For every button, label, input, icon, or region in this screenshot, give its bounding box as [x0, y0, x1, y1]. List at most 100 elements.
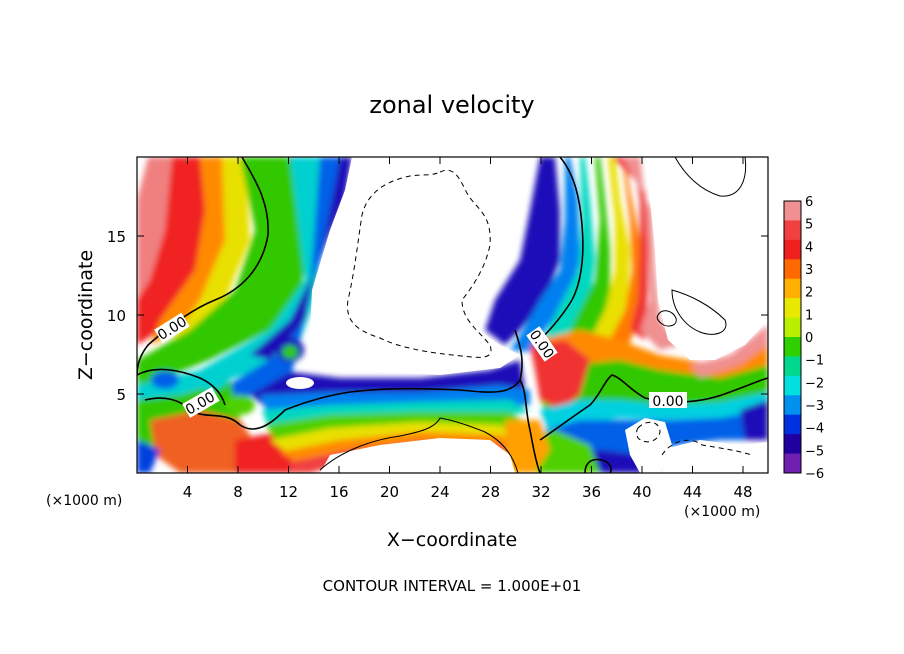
x-tick-label: 32	[531, 483, 550, 501]
x-tick-label: 16	[329, 483, 348, 501]
x-axis-ticks	[187, 157, 744, 473]
contour-thin-lower	[319, 417, 519, 473]
field-white-bottom	[320, 438, 515, 473]
field-lr-navy-edge	[740, 400, 768, 440]
contour-label-4: 0.00	[652, 394, 683, 410]
x-tick-label: 4	[183, 483, 193, 501]
colorbar-swatch	[784, 239, 801, 260]
field-blob-green-left	[282, 345, 298, 359]
colorbar-swatch	[784, 259, 801, 280]
colorbar-swatch	[784, 317, 801, 338]
field-blob-green-a	[225, 395, 255, 415]
colorbar-level-label: 1	[805, 308, 813, 323]
contour-zero-jet-spine	[519, 379, 541, 473]
field-left-blue	[137, 157, 352, 425]
x-tick-label: 28	[481, 483, 500, 501]
colorbar-labels: 6 5 4 3 2 1 0 −1 −2 −3 −4 −5 −6	[805, 195, 824, 482]
field-right-orange	[600, 157, 640, 370]
field-right-red	[612, 157, 648, 340]
field-white-hole-left	[286, 377, 314, 389]
colorbar-swatch	[784, 278, 801, 299]
contour-interval-text: CONTOUR INTERVAL = 1.000E+01	[323, 577, 582, 595]
y-tick-label: 15	[107, 228, 126, 246]
field-right-pink	[622, 157, 680, 350]
contour-dashed-lower-right	[661, 439, 753, 456]
y-tick-labels: 5 10 15	[107, 228, 126, 404]
x-tick-label: 36	[582, 483, 601, 501]
colorbar-swatch	[784, 298, 801, 318]
colorbar-level-label: −5	[805, 444, 824, 459]
colorbar-level-label: 3	[805, 263, 813, 278]
x-tick-label: 8	[233, 483, 243, 501]
field-left-yellow	[165, 157, 250, 350]
contour-zero-right-jet	[534, 157, 584, 346]
colorbar-level-label: 0	[805, 331, 813, 346]
y-axis-label: Z−coordinate	[75, 250, 97, 380]
field-left-orange	[150, 157, 232, 345]
contour-thin-loop-right	[671, 289, 727, 335]
contour-zero-lower-right	[539, 374, 768, 441]
colorbar-swatch	[784, 220, 801, 241]
colorbar-level-label: 2	[805, 286, 813, 301]
field-left-blue-low	[137, 440, 160, 473]
x-tick-label: 44	[683, 483, 702, 501]
field-right-navy	[485, 157, 560, 345]
colorbar-swatch	[784, 201, 801, 221]
colorbar-swatch	[784, 414, 801, 435]
plot-area	[137, 157, 768, 473]
field-lr-cyan	[540, 392, 768, 440]
field-right-yellow	[580, 157, 630, 375]
field-left-red	[137, 157, 215, 345]
colorbar-level-label: −2	[805, 376, 824, 391]
colorbar-swatch	[784, 356, 801, 377]
field-band-yellow	[270, 422, 530, 455]
contour-zero-upper-left	[137, 368, 226, 406]
x-tick-label: 12	[279, 483, 298, 501]
field-lr-pink	[690, 325, 768, 378]
colorbar-level-label: −4	[805, 422, 824, 437]
field-right-green	[560, 157, 610, 370]
contour-zero-lower-left	[144, 329, 523, 430]
chart-title: zonal velocity	[369, 91, 534, 119]
colorbar-frame	[783, 200, 802, 474]
y-tick-label: 5	[116, 386, 126, 404]
x-tick-labels: 4 8 12 16 20 24 28 32 36 40 44 48	[183, 483, 753, 501]
contour-lines	[137, 157, 768, 473]
colorbar-level-label: −3	[805, 399, 824, 414]
colorbar-level-label: −6	[805, 467, 824, 482]
field-blob-blue-a	[151, 371, 179, 389]
y-axis-ticks	[137, 235, 768, 395]
contour-thin-upper-right	[674, 157, 747, 197]
field-blob-cyan-a	[192, 370, 228, 390]
colorbar-swatch	[784, 434, 801, 454]
field-white-lower-right	[660, 440, 768, 473]
y-tick-label: 10	[107, 307, 126, 325]
colorbar-level-label: 4	[805, 240, 813, 255]
colorbar-swatches	[784, 201, 801, 474]
contour-thin-loop-small	[656, 310, 677, 327]
field-white-center	[310, 157, 520, 375]
x-tick-label: 48	[733, 483, 752, 501]
colorbar-swatch	[784, 453, 801, 474]
z-unit-label: (×1000 m)	[46, 493, 122, 509]
contour-zero-bottom-loop	[584, 458, 612, 473]
colorbar-swatch	[784, 395, 801, 416]
colorbar-level-label: 5	[805, 218, 813, 233]
x-tick-label: 24	[430, 483, 449, 501]
contour-zero-left	[137, 157, 269, 376]
x-tick-label: 20	[380, 483, 399, 501]
x-axis-label: X−coordinate	[387, 529, 517, 551]
colorbar-swatch	[784, 337, 801, 357]
field-left-navy	[250, 157, 352, 360]
x-tick-label: 40	[632, 483, 651, 501]
contour-dashed-center	[346, 169, 492, 358]
colorbar-level-label: 6	[805, 195, 813, 210]
field-lr-warm-low	[505, 420, 550, 473]
field-left-pink	[137, 157, 172, 300]
field-left-warm-low	[150, 410, 260, 473]
x-unit-label: (×1000 m)	[684, 504, 760, 520]
colorbar-swatch	[784, 375, 801, 396]
colorbar-level-label: −1	[805, 354, 824, 369]
colorbar: 6 5 4 3 2 1 0 −1 −2 −3 −4 −5 −6	[783, 195, 824, 482]
